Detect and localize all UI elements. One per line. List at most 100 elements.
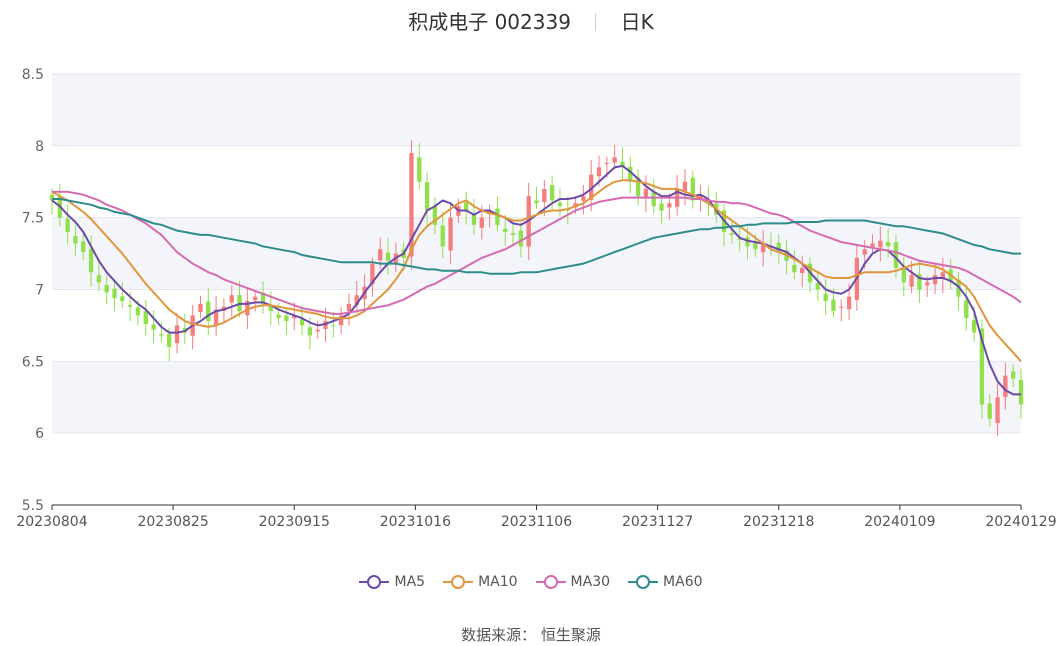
grid-band (52, 361, 1021, 434)
candle-body (159, 333, 164, 336)
candle-body (510, 233, 516, 235)
title-separator (595, 13, 597, 31)
y-tick-label: 7 (35, 283, 44, 299)
candle-body (81, 241, 86, 253)
x-tick-label: 20240109 (864, 514, 935, 530)
candle-body (198, 303, 203, 313)
candle-body (471, 213, 477, 225)
candle-body (346, 303, 352, 312)
source-label: 数据来源： (461, 626, 537, 644)
candle-body (737, 238, 742, 240)
candle-body (268, 305, 273, 312)
candle-body (706, 200, 711, 204)
candle-body (448, 217, 453, 251)
candle-body (206, 301, 211, 322)
candle-body (96, 275, 102, 283)
candle-body (487, 210, 492, 215)
y-tick-label: 6.5 (22, 354, 44, 370)
candle-body (135, 307, 141, 316)
legend-marker-icon (628, 575, 659, 589)
y-tick-label: 5.5 (22, 498, 44, 514)
candle-body (88, 248, 94, 273)
candle-body (104, 284, 109, 293)
candle-body (385, 252, 391, 261)
candle-body (127, 305, 133, 307)
candle-body (424, 182, 430, 211)
candle-body (581, 196, 586, 201)
candle-body (635, 177, 641, 197)
candle-body (331, 325, 336, 327)
candle-body (120, 296, 125, 301)
candle-body (565, 209, 570, 211)
candle-body (839, 306, 844, 308)
x-tick-label: 20231127 (622, 514, 693, 530)
candle-body (229, 295, 234, 303)
candle-body (338, 315, 344, 326)
x-tick-label: 20231218 (743, 514, 814, 530)
candle-body (909, 275, 914, 287)
stock-name: 积成电子 (408, 10, 489, 34)
candle-body (276, 314, 281, 319)
candle-body (534, 200, 539, 204)
y-tick-label: 8.5 (22, 67, 44, 83)
candle-body (495, 208, 500, 225)
candle-body (112, 288, 117, 299)
candle-body (667, 203, 672, 208)
candle-body (643, 188, 649, 198)
candle-body (1003, 375, 1008, 398)
candle-body (65, 218, 70, 233)
candle-body (409, 153, 414, 257)
grid-band (52, 74, 1021, 146)
chart-title: 积成电子 002339 日K (0, 6, 1062, 35)
ma60-line (52, 198, 1021, 275)
candle-body (417, 157, 422, 182)
candle-body (940, 272, 946, 279)
candle-body (964, 300, 969, 319)
candle-body (971, 320, 977, 333)
legend-label: MA5 (394, 574, 426, 590)
candle-body (479, 217, 484, 228)
legend-item-ma5[interactable]: MA5 (359, 574, 425, 590)
legend-label: MA30 (570, 574, 611, 590)
candle-body (628, 166, 633, 182)
candle-body (753, 242, 758, 250)
legend-item-ma30[interactable]: MA30 (535, 574, 611, 590)
candle-body (604, 163, 609, 165)
y-tick-label: 7.5 (22, 211, 44, 227)
legend-item-ma60[interactable]: MA60 (628, 574, 703, 590)
candle-body (729, 233, 735, 235)
candle-body (846, 296, 852, 310)
candle-body (690, 177, 695, 201)
candle-body (73, 236, 78, 244)
candle-body (932, 275, 938, 285)
candle-body (995, 397, 1000, 424)
candle-body (143, 311, 148, 324)
period-label: 日K (620, 10, 654, 34)
candle-body (682, 181, 688, 192)
ma10-line (51, 179, 1022, 362)
x-tick-label: 20231106 (501, 514, 572, 530)
candle-body (299, 318, 305, 326)
candle-body (174, 325, 180, 344)
candle-body (659, 203, 664, 211)
candle-body (432, 206, 438, 225)
candle-body (862, 249, 867, 255)
candle-body (589, 174, 594, 200)
candle-body (260, 292, 266, 304)
candle-body (745, 237, 750, 247)
candle-body (354, 295, 359, 306)
candle-body (464, 202, 469, 211)
legend-marker-icon (535, 575, 566, 589)
candle-body (979, 328, 985, 405)
candle-body (292, 315, 297, 319)
candle-body (1018, 379, 1024, 405)
legend-label: MA60 (663, 574, 703, 590)
candle-body (49, 194, 55, 201)
x-tick-label: 20230804 (16, 514, 87, 530)
grid-band (52, 217, 1021, 290)
candle-body (620, 161, 625, 168)
candle-body (901, 267, 906, 283)
candle-body (870, 243, 875, 247)
legend-item-ma10[interactable]: MA10 (443, 574, 518, 590)
candle-body (760, 243, 766, 253)
